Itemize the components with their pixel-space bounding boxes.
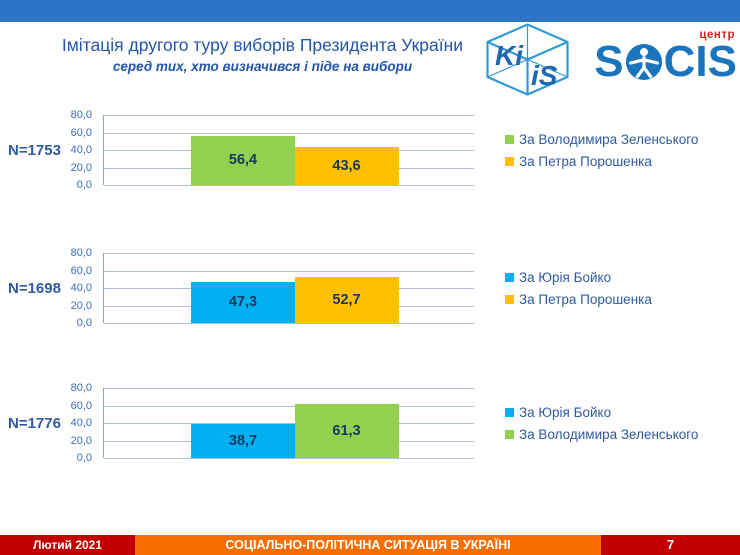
y-tick-label: 0,0 [76,179,92,191]
legend-marker [505,156,514,166]
page-title: Імітація другого туру виборів Президента… [61,35,464,55]
y-tick-label: 60,0 [70,264,92,277]
legend-item: За Володимира Зеленського [505,128,698,150]
sample-size-label: N=1698 [8,280,61,297]
bar-value-label: 52,7 [332,291,361,308]
y-tick-label: 80,0 [70,109,92,121]
legend-item: За Петра Порошенка [505,288,652,310]
legend-label: За Юрія Бойко [519,269,612,285]
bar-value-label: 38,7 [228,433,258,450]
slide-header: Імітація другого туру виборів Президента… [40,34,485,76]
legend-label: За Петра Порошенка [519,291,652,307]
plot-area: 56,4 43,6 [103,115,474,186]
bar-value-label: 56,4 [228,152,258,169]
bar: 38,7 [191,424,295,458]
y-tick-label: 40,0 [70,144,92,156]
y-tick-label: 0,0 [76,317,92,329]
top-accent-bar [0,0,740,22]
gridline [104,423,474,424]
gridline [104,185,474,186]
legend-item: За Юрія Бойко [505,266,652,288]
y-axis-tick-labels: 80,0 60,0 40,0 20,0 0,0 [56,380,98,466]
gridline [104,405,474,407]
gridline [104,458,474,459]
plot-area: 47,3 52,7 [103,253,474,324]
socis-letter-s: S [594,37,624,86]
bar: 52,7 [294,276,399,323]
legend-label: За Володимира Зеленського [519,426,699,442]
footer-date: Лютий 2021 [0,535,135,555]
socis-letters-cis: CIS [663,37,737,86]
y-tick-label: 0,0 [76,452,92,464]
y-tick-label: 60,0 [70,399,92,412]
y-tick-label: 40,0 [70,417,92,429]
legend-item: За Юрія Бойко [505,401,698,423]
legend-marker [505,134,514,144]
plot-area: 38,7 61,3 [103,388,474,459]
bar: 61,3 [294,404,399,458]
y-tick-label: 40,0 [70,282,92,294]
footer-bar: Лютий 2021 СОЦІАЛЬНО-ПОЛІТИЧНА СИТУАЦІЯ … [0,535,740,555]
y-axis-tick-labels: 80,0 60,0 40,0 20,0 0,0 [56,107,98,193]
y-tick-label: 20,0 [70,299,92,312]
bar-chart: N=1698 80,0 60,0 40,0 20,0 0,0 47,3 52,7 За Ю… [0,245,740,331]
gridline [104,132,474,134]
gridline [104,253,474,254]
y-tick-label: 80,0 [70,247,92,259]
bar-value-label: 47,3 [228,294,258,311]
y-tick-label: 60,0 [70,126,92,139]
gridline [104,323,474,324]
footer-title: СОЦІАЛЬНО-ПОЛІТИЧНА СИТУАЦІЯ В УКРАЇНІ [135,535,601,555]
legend-item: За Петра Порошенка [505,150,698,172]
kiis-letters-left: Ki [495,40,524,71]
legend-label: За Володимира Зеленського [519,131,699,147]
legend-label: За Юрія Бойко [519,404,612,420]
sample-size-label: N=1753 [8,142,61,159]
y-axis-tick-labels: 80,0 60,0 40,0 20,0 0,0 [56,245,98,331]
y-tick-label: 20,0 [70,434,92,447]
legend-marker [505,407,514,417]
socis-wordmark: S CIS [577,37,737,86]
socis-centr-label: центр [699,29,735,41]
bar-chart: N=1753 80,0 60,0 40,0 20,0 0,0 56,4 43,6 За В… [0,107,740,193]
kiis-letters-right: iS [531,60,558,91]
legend-item: За Володимира Зеленського [505,423,698,445]
bar: 56,4 [191,135,295,185]
legend-marker [505,272,514,282]
bar-value-label: 43,6 [332,157,361,174]
footer-page-number: 7 [601,535,740,555]
chart-legend: За Володимира Зеленського За Петра Пороше… [505,128,698,172]
bar: 47,3 [191,281,295,323]
legend-label: За Петра Порошенка [519,153,652,169]
socis-person-icon [625,43,662,81]
gridline [104,270,474,272]
y-tick-label: 80,0 [70,382,92,394]
chart-legend: За Юрія Бойко За Володимира Зеленського [505,401,698,445]
y-tick-label: 20,0 [70,161,92,174]
gridline [104,388,474,389]
socis-logo: центр S CIS [577,29,737,86]
legend-marker [505,294,514,304]
kiis-logo: Ki iS [486,23,569,96]
page-subtitle: серед тих, хто визначився і піде на вибо… [112,59,413,74]
bar-value-label: 61,3 [332,423,361,440]
gridline [104,115,474,116]
bar: 43,6 [294,146,399,185]
sample-size-label: N=1776 [8,415,61,432]
legend-marker [505,429,514,439]
chart-legend: За Юрія Бойко За Петра Порошенка [505,266,652,310]
bar-chart: N=1776 80,0 60,0 40,0 20,0 0,0 38,7 61,3 За Ю… [0,380,740,466]
